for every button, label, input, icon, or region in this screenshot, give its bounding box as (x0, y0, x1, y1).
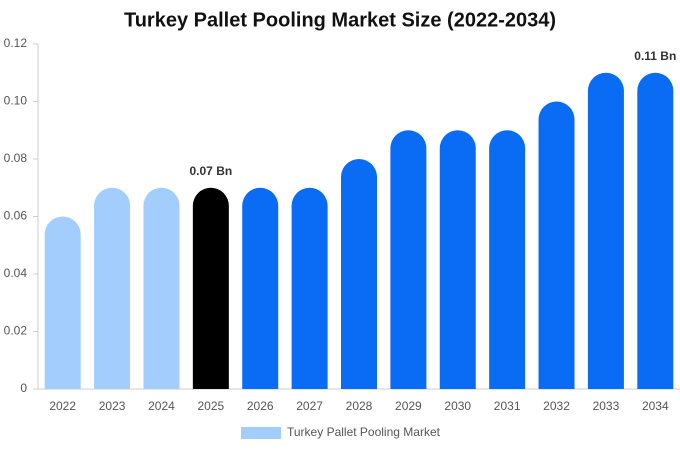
x-tick-label: 2032 (543, 399, 570, 413)
bar (637, 72, 674, 389)
bar (94, 187, 131, 389)
bar (143, 187, 180, 389)
x-tick-label: 2022 (49, 399, 76, 413)
x-tick-label: 2033 (593, 399, 620, 413)
bar (587, 72, 624, 389)
bar (291, 187, 328, 389)
value-label: 0.11 Bn (634, 49, 676, 63)
bar (341, 159, 377, 389)
x-tick-label: 2031 (494, 399, 521, 413)
x-tick-label: 2026 (247, 399, 274, 413)
y-tick-label: 0.04 (4, 266, 28, 280)
x-tick-label: 2025 (197, 399, 224, 413)
bar (242, 187, 279, 389)
bar (439, 130, 476, 390)
x-tick-label: 2027 (296, 399, 323, 413)
y-tick-label: 0.06 (4, 209, 28, 223)
y-tick-label: 0.10 (4, 94, 28, 108)
y-tick-label: 0 (20, 381, 27, 395)
chart-title: Turkey Pallet Pooling Market Size (2022-… (124, 9, 556, 31)
bar (44, 216, 81, 389)
x-tick-label: 2028 (346, 399, 373, 413)
x-tick-label: 2029 (395, 399, 422, 413)
y-tick-label: 0.02 (4, 324, 28, 338)
bar (390, 130, 427, 390)
x-tick-label: 2034 (642, 399, 669, 413)
bar (192, 187, 229, 389)
y-tick-label: 0.12 (4, 36, 28, 50)
y-tick-label: 0.08 (4, 151, 28, 165)
bar (538, 101, 575, 389)
bar (489, 130, 526, 389)
x-tick-label: 2030 (444, 399, 471, 413)
legend-label: Turkey Pallet Pooling Market (287, 425, 441, 439)
x-tick-label: 2024 (148, 399, 175, 413)
value-label: 0.07 Bn (190, 164, 233, 178)
legend-swatch (241, 427, 281, 439)
x-tick-label: 2023 (99, 399, 126, 413)
